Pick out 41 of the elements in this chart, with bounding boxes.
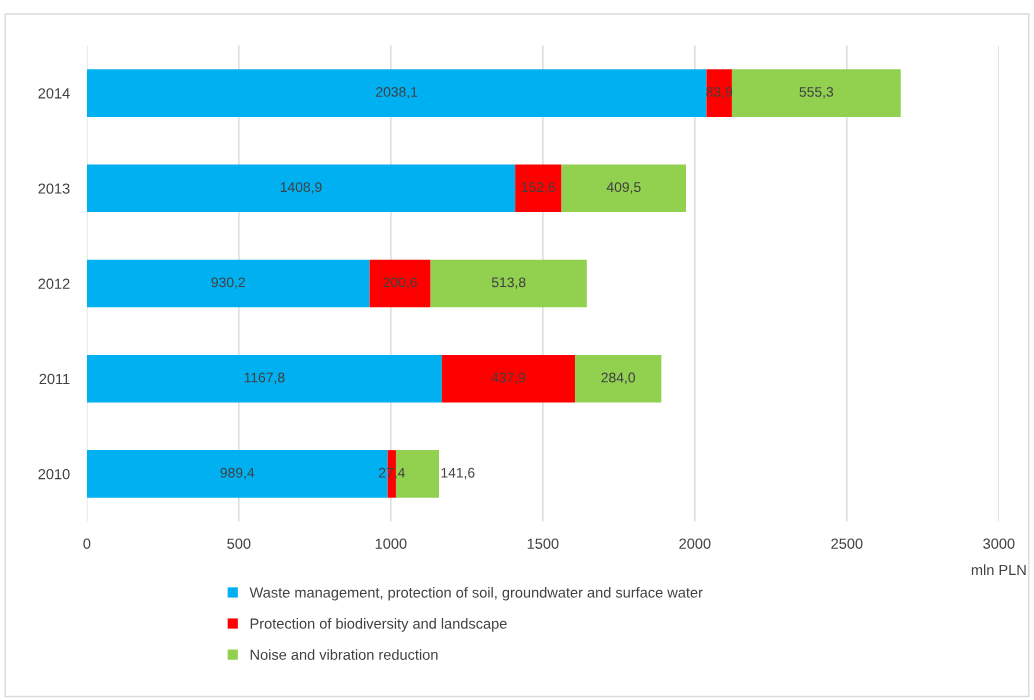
data-label: 141,6 xyxy=(441,467,475,480)
legend-label: Waste management, protection of soil, groundwater and surface water xyxy=(249,586,703,601)
bar xyxy=(86,259,370,308)
data-label: 27,4 xyxy=(378,467,405,480)
data-label: 2038,1 xyxy=(376,86,418,99)
data-label: 989,4 xyxy=(220,467,255,480)
bar xyxy=(731,69,901,117)
x-tick-label: 1500 xyxy=(527,538,559,549)
x-axis-title: mln PLN xyxy=(971,564,1026,575)
bar xyxy=(561,164,687,213)
data-label: 437,9 xyxy=(491,372,526,385)
bar xyxy=(430,259,587,308)
y-tick-label: 2010 xyxy=(38,469,70,480)
bar xyxy=(369,259,431,308)
x-tick-label: 1000 xyxy=(375,538,407,549)
bar xyxy=(441,354,575,403)
data-label: 200,6 xyxy=(383,277,417,289)
x-tick-label: 2500 xyxy=(831,538,863,549)
legend-label: Noise and vibration reduction xyxy=(250,649,438,660)
y-tick-label: 2013 xyxy=(38,183,70,194)
bar xyxy=(86,354,442,403)
y-tick-label: 2012 xyxy=(38,278,70,289)
x-tick-label: 2000 xyxy=(679,538,711,549)
data-label: 513,8 xyxy=(491,277,526,289)
data-label: 930,2 xyxy=(211,277,245,289)
data-label: 1167,8 xyxy=(244,372,285,385)
y-tick-label: 2011 xyxy=(39,373,70,385)
x-tick-label: 0 xyxy=(83,538,91,549)
bar xyxy=(86,69,707,117)
bar xyxy=(515,164,562,213)
data-label: 555,3 xyxy=(799,86,834,99)
data-label: 1408,9 xyxy=(280,182,322,194)
legend-label: Protection of biodiversity and landscape xyxy=(250,618,507,632)
bar xyxy=(574,354,662,403)
x-tick-label: 3000 xyxy=(983,538,1015,549)
y-tick-label: 2014 xyxy=(38,88,70,99)
data-label: 409,5 xyxy=(606,182,641,194)
x-tick-label: 500 xyxy=(227,538,251,549)
bar xyxy=(86,164,516,213)
data-label: 152,6 xyxy=(522,182,556,194)
data-label: 284,0 xyxy=(601,372,635,385)
